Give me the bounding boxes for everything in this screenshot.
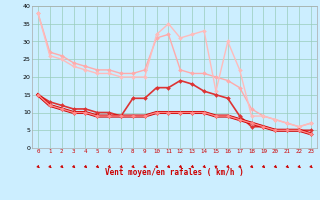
- X-axis label: Vent moyen/en rafales ( km/h ): Vent moyen/en rafales ( km/h ): [105, 168, 244, 177]
